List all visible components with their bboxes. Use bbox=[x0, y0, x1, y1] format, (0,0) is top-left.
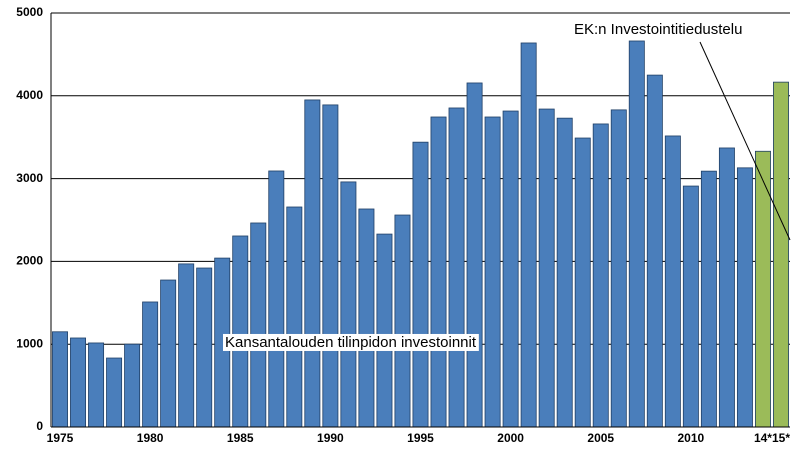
bar bbox=[142, 301, 159, 428]
bar bbox=[574, 137, 591, 428]
bar bbox=[610, 109, 627, 428]
bar bbox=[773, 81, 789, 428]
x-tick-label: 1990 bbox=[317, 431, 344, 445]
bar bbox=[466, 82, 483, 428]
bar bbox=[340, 181, 357, 428]
x-tick-label: 2010 bbox=[678, 431, 705, 445]
x-tick-label: 1980 bbox=[137, 431, 164, 445]
y-tick-label: 5000 bbox=[16, 5, 43, 19]
bar bbox=[358, 208, 375, 428]
bar bbox=[556, 117, 573, 428]
bar bbox=[70, 337, 87, 428]
label-bg bbox=[223, 333, 479, 351]
x-tick-label: 1975 bbox=[47, 431, 74, 445]
bar bbox=[430, 116, 447, 428]
bar bbox=[322, 104, 339, 428]
label-bg bbox=[572, 20, 745, 38]
bar bbox=[538, 108, 555, 428]
bar bbox=[124, 343, 141, 428]
bar bbox=[448, 107, 465, 428]
bar bbox=[412, 141, 429, 428]
y-tick-label: 0 bbox=[36, 419, 43, 433]
bar bbox=[232, 235, 249, 428]
pointer-line bbox=[699, 41, 791, 241]
x-tick-label: 2005 bbox=[587, 431, 614, 445]
bar bbox=[88, 342, 105, 428]
bar bbox=[196, 267, 213, 428]
bar bbox=[736, 167, 753, 428]
bar bbox=[178, 263, 195, 428]
bar bbox=[394, 214, 411, 428]
bar bbox=[718, 147, 735, 428]
bar bbox=[52, 331, 68, 428]
bar bbox=[646, 74, 663, 428]
series-label: EK:n Investointitiedustelu bbox=[574, 21, 742, 38]
bar bbox=[250, 222, 267, 428]
y-tick-label: 3000 bbox=[16, 171, 43, 185]
x-tick-label: 1995 bbox=[407, 431, 434, 445]
x-tick-label: 2000 bbox=[497, 431, 524, 445]
x-tick-label: 1985 bbox=[227, 431, 254, 445]
bar bbox=[682, 185, 699, 428]
bar bbox=[592, 123, 609, 428]
bar bbox=[268, 170, 285, 428]
bar bbox=[286, 206, 303, 428]
bar bbox=[664, 135, 681, 428]
bar bbox=[520, 42, 537, 428]
series-label: Kansantalouden tilinpidon investoinnit bbox=[225, 334, 477, 351]
bar bbox=[304, 99, 321, 428]
bar bbox=[502, 110, 519, 428]
bar bbox=[160, 279, 177, 428]
bar bbox=[106, 357, 123, 428]
x-tick-label: 15* bbox=[772, 431, 790, 445]
y-tick-label: 1000 bbox=[16, 336, 43, 350]
x-tick-label: 14* bbox=[754, 431, 772, 445]
y-tick-label: 2000 bbox=[16, 254, 43, 268]
bar bbox=[376, 233, 393, 428]
bar bbox=[484, 116, 501, 428]
bar bbox=[700, 170, 717, 428]
bar bbox=[628, 40, 645, 428]
y-tick-label: 4000 bbox=[16, 88, 43, 102]
